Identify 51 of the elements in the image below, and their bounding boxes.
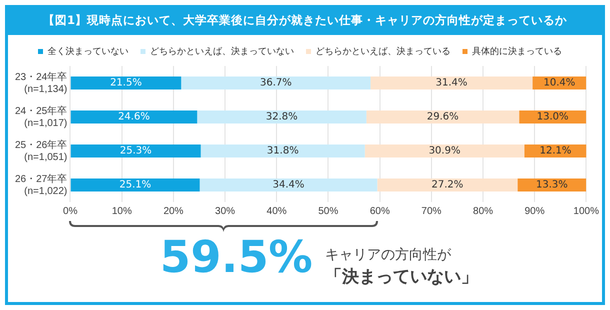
data-label: 25.3% bbox=[120, 146, 152, 157]
data-label: 24.6% bbox=[118, 112, 150, 123]
data-label: 25.1% bbox=[119, 180, 152, 191]
legend-label: どちらかといえば、決まっていない bbox=[150, 46, 294, 56]
x-tick-label: 100% bbox=[573, 206, 600, 217]
chart-title: 【図1】現時点において、大学卒業後に自分が就きたい仕事・キャリアの方向性が定まっているか bbox=[5, 5, 605, 35]
bar bbox=[200, 144, 365, 158]
legend-label: 全く決まっていない bbox=[48, 46, 128, 56]
bar bbox=[70, 110, 198, 124]
x-tick-label: 90% bbox=[524, 206, 545, 217]
data-label: 12.1% bbox=[540, 146, 572, 157]
x-tick-label: 10% bbox=[112, 206, 132, 217]
text: 「決まっていない」 bbox=[325, 266, 478, 288]
data-label: 21.5% bbox=[110, 78, 142, 89]
bar bbox=[364, 144, 524, 158]
data-label: 32.8% bbox=[266, 112, 298, 123]
data-label: 13.0% bbox=[536, 112, 569, 123]
data-label: 31.8% bbox=[266, 146, 299, 157]
y-tick-label: 26・27年卒 (n=1,022) bbox=[14, 172, 68, 197]
y-tick-label: 25・26年卒 (n=1,051) bbox=[14, 138, 68, 163]
x-tick-label: 40% bbox=[266, 206, 287, 217]
x-tick-label: 50% bbox=[318, 206, 338, 217]
data-label: 30.9% bbox=[428, 146, 460, 157]
data-label: 36.7% bbox=[260, 78, 292, 89]
x-tick-label: 30% bbox=[215, 206, 236, 217]
data-label: 27.2% bbox=[432, 180, 464, 191]
y-tick-label: 24・25年卒 (n=1,017) bbox=[14, 104, 68, 129]
x-tick-label: 80% bbox=[473, 206, 494, 217]
x-tick-label: 0% bbox=[63, 206, 78, 217]
data-label: 34.4% bbox=[272, 180, 304, 191]
text: キャリアの方向性が bbox=[325, 246, 452, 265]
bar bbox=[377, 178, 518, 192]
bar bbox=[197, 110, 366, 124]
x-tick-label: 20% bbox=[163, 206, 184, 217]
bar bbox=[200, 178, 378, 192]
text: 59.5% bbox=[160, 231, 313, 285]
bar bbox=[70, 144, 201, 158]
legend-label: どちらかといえば、決まっている bbox=[316, 46, 450, 56]
data-label: 10.4% bbox=[543, 78, 576, 89]
data-label: 13.3% bbox=[536, 180, 568, 191]
bar bbox=[181, 76, 371, 90]
x-tick-label: 60% bbox=[370, 206, 390, 217]
bar bbox=[366, 110, 520, 124]
data-label: 31.4% bbox=[436, 78, 468, 89]
data-label: 29.6% bbox=[426, 112, 459, 123]
bar bbox=[70, 76, 182, 90]
y-tick-label: 23・24年卒 (n=1,134) bbox=[14, 70, 68, 95]
x-tick-label: 70% bbox=[421, 206, 442, 217]
bar bbox=[70, 178, 200, 192]
legend-label: 具体的に決まっている bbox=[472, 46, 562, 56]
bar bbox=[370, 76, 533, 90]
